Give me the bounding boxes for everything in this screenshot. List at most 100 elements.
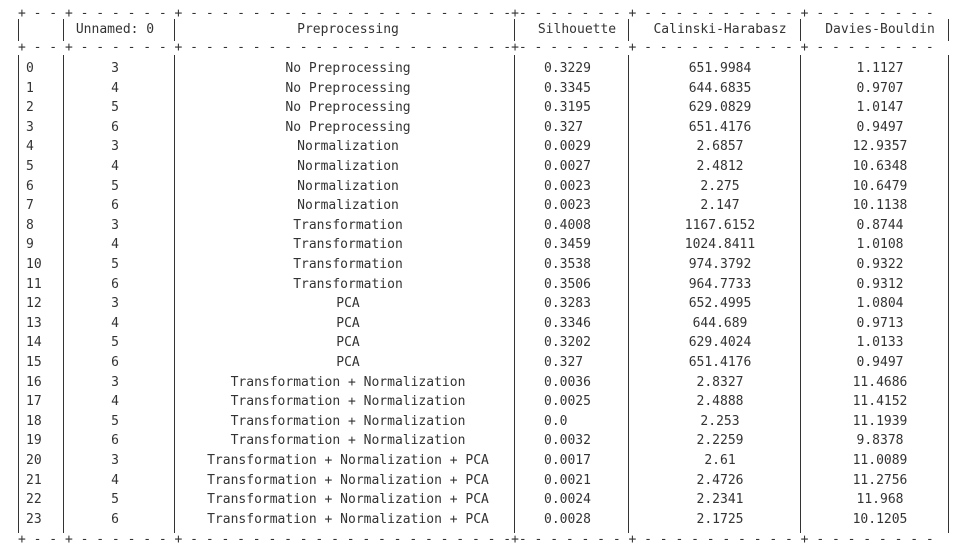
row-unnamed: 5 xyxy=(111,178,119,194)
table-row: 15 6 PCA 0.327 651.4176 0.9497 xyxy=(18,353,948,373)
row-preprocessing: No Preprocessing xyxy=(285,100,411,116)
row-davies-bouldin: 11.0089 xyxy=(852,453,908,468)
row-calinski-harabasz: 629.4024 xyxy=(688,335,752,351)
row-calinski-harabasz: 644.6835 xyxy=(688,80,752,96)
table-row: 21 4 Transformation + Normalization + PCA 0… xyxy=(18,471,948,491)
row-index: 19 xyxy=(26,433,42,449)
row-calinski-harabasz: 651.9984 xyxy=(688,61,752,76)
row-preprocessing: Transformation xyxy=(293,257,403,272)
row-index: 21 xyxy=(26,472,42,488)
row-index: 1 xyxy=(26,80,34,96)
table-row: 13 4 PCA 0.3346 644.689 0.9713 xyxy=(18,314,948,334)
table-row: 20 3 Transformation + Normalization + PCA 0… xyxy=(18,451,948,471)
row-davies-bouldin: 1.0147 xyxy=(856,100,904,116)
column-separator xyxy=(514,55,515,533)
row-silhouette: 0.0017 xyxy=(544,453,591,468)
row-calinski-harabasz: 651.4176 xyxy=(688,355,752,370)
row-davies-bouldin: 0.9497 xyxy=(856,119,904,135)
row-calinski-harabasz: 2.2259 xyxy=(696,433,744,449)
row-preprocessing: No Preprocessing xyxy=(285,61,411,76)
row-unnamed: 5 xyxy=(111,257,119,272)
row-silhouette: 0.0028 xyxy=(544,511,591,527)
row-unnamed: 5 xyxy=(111,413,119,429)
row-silhouette: 0.0024 xyxy=(544,492,591,508)
row-calinski-harabasz: 644.689 xyxy=(692,315,748,331)
row-silhouette: 0.0027 xyxy=(544,159,591,174)
table-row: 18 5 Transformation + Normalization 0.0 2.25… xyxy=(18,412,948,432)
row-index: 4 xyxy=(26,139,34,155)
column-separator xyxy=(800,55,801,533)
table-row: 12 3 PCA 0.3283 652.4995 1.0804 xyxy=(18,294,948,314)
column-separator xyxy=(18,55,19,533)
row-preprocessing: PCA xyxy=(336,315,360,331)
row-preprocessing: Normalization xyxy=(297,139,399,155)
table-row: 23 6 Transformation + Normalization + PCA 0… xyxy=(18,510,948,530)
table-row: 4 3 Normalization 0.0029 2.6857 12.9357 xyxy=(18,137,948,157)
row-index: 22 xyxy=(26,492,42,508)
table-row: 19 6 Transformation + Normalization 0.0032 2… xyxy=(18,431,948,451)
row-davies-bouldin: 1.0804 xyxy=(856,296,904,312)
row-silhouette: 0.3195 xyxy=(544,100,591,116)
row-calinski-harabasz: 2.2341 xyxy=(696,492,744,508)
column-separator xyxy=(514,19,515,41)
row-unnamed: 3 xyxy=(111,453,119,468)
column-separator xyxy=(628,19,629,41)
row-calinski-harabasz: 629.0829 xyxy=(688,100,752,116)
row-davies-bouldin: 10.6479 xyxy=(852,178,908,194)
row-calinski-harabasz: 974.3792 xyxy=(688,257,752,272)
table-header-row: Unnamed: 0 Preprocessing Silhouette Cali… xyxy=(18,20,948,40)
table-row: 7 6 Normalization 0.0023 2.147 10.1138 xyxy=(18,196,948,216)
row-silhouette: 0.3202 xyxy=(544,335,591,351)
row-silhouette: 0.0032 xyxy=(544,433,591,449)
row-preprocessing: PCA xyxy=(336,355,360,370)
row-davies-bouldin: 10.1138 xyxy=(852,198,908,214)
row-davies-bouldin: 1.1127 xyxy=(856,61,904,76)
row-index: 20 xyxy=(26,453,42,468)
row-davies-bouldin: 11.968 xyxy=(856,492,904,508)
table-row: 8 3 Transformation 0.4008 1167.6152 0.8744 xyxy=(18,216,948,236)
row-calinski-harabasz: 964.7733 xyxy=(688,276,752,292)
row-unnamed: 4 xyxy=(111,159,119,174)
table-row: 9 4 Transformation 0.3459 1024.8411 1.0108 xyxy=(18,235,948,255)
table-bottom-border: + - - + - - - - - - + - - - - - - - - - … xyxy=(18,532,942,547)
table-row: 6 5 Normalization 0.0023 2.275 10.6479 xyxy=(18,177,948,197)
column-separator xyxy=(63,19,64,41)
header-unnamed: Unnamed: 0 xyxy=(75,22,155,37)
row-unnamed: 6 xyxy=(111,355,119,370)
row-silhouette: 0.327 xyxy=(544,119,584,135)
row-preprocessing: Transformation xyxy=(293,276,403,292)
row-silhouette: 0.3283 xyxy=(544,296,591,312)
row-unnamed: 3 xyxy=(111,139,119,155)
row-unnamed: 4 xyxy=(111,80,119,96)
row-index: 12 xyxy=(26,296,42,312)
table-row: 16 3 Transformation + Normalization 0.0036 2… xyxy=(18,373,948,393)
table-row: 14 5 PCA 0.3202 629.4024 1.0133 xyxy=(18,333,948,353)
row-index: 16 xyxy=(26,374,42,390)
row-calinski-harabasz: 2.4726 xyxy=(696,472,744,488)
row-calinski-harabasz: 2.4812 xyxy=(696,159,744,174)
row-davies-bouldin: 9.8378 xyxy=(856,433,904,449)
column-separator xyxy=(948,19,949,41)
column-separator xyxy=(18,19,19,41)
column-separator xyxy=(174,19,175,41)
row-preprocessing: Normalization xyxy=(297,159,399,174)
row-preprocessing: Transformation xyxy=(293,237,403,253)
row-calinski-harabasz: 1024.8411 xyxy=(684,237,756,253)
table-row: 17 4 Transformation + Normalization 0.0025 2… xyxy=(18,392,948,412)
table-row: 5 4 Normalization 0.0027 2.4812 10.6348 xyxy=(18,157,948,177)
row-davies-bouldin: 0.9713 xyxy=(856,315,904,331)
table-row: 3 6 No Preprocessing 0.327 651.4176 0.9497 xyxy=(18,118,948,138)
row-preprocessing: Transformation + Normalization xyxy=(230,394,466,410)
row-calinski-harabasz: 2.147 xyxy=(700,198,740,214)
row-silhouette: 0.3506 xyxy=(544,276,591,292)
row-index: 3 xyxy=(26,119,34,135)
row-preprocessing: Normalization xyxy=(297,178,399,194)
row-unnamed: 6 xyxy=(111,119,119,135)
row-calinski-harabasz: 2.4888 xyxy=(696,394,744,410)
row-silhouette: 0.0 xyxy=(544,413,568,429)
row-silhouette: 0.3346 xyxy=(544,315,591,331)
row-preprocessing: Transformation xyxy=(293,217,403,233)
row-unnamed: 6 xyxy=(111,276,119,292)
row-unnamed: 4 xyxy=(111,472,119,488)
row-preprocessing: Transformation + Normalization xyxy=(230,374,466,390)
